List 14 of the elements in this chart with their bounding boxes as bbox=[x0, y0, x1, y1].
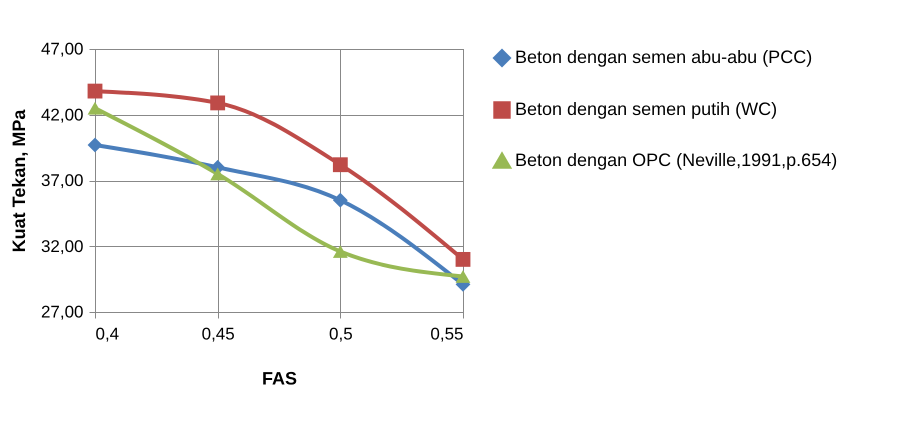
y-tick-label: 27,00 bbox=[40, 302, 84, 322]
legend-label: Beton dengan semen putih (WC) bbox=[515, 99, 778, 119]
x-tick-label: 0,4 bbox=[96, 324, 120, 344]
x-tick-label: 0,5 bbox=[329, 324, 353, 344]
y-tick-label: 37,00 bbox=[40, 171, 84, 190]
legend-label: Beton dengan OPC (Neville,1991,p.654) bbox=[515, 150, 838, 170]
x-tick-label: 0,55 bbox=[430, 324, 464, 344]
x-tick-label: 0,45 bbox=[202, 324, 235, 344]
y-tick-label: 32,00 bbox=[40, 236, 84, 256]
x-axis-title: FAS bbox=[262, 368, 298, 388]
y-tick-label: 42,00 bbox=[40, 105, 84, 124]
legend-label: Beton dengan semen abu-abu (PCC) bbox=[515, 47, 812, 67]
y-tick-label: 47,00 bbox=[40, 40, 84, 58]
y-axis-title: Kuat Tekan, MPa bbox=[8, 108, 29, 252]
